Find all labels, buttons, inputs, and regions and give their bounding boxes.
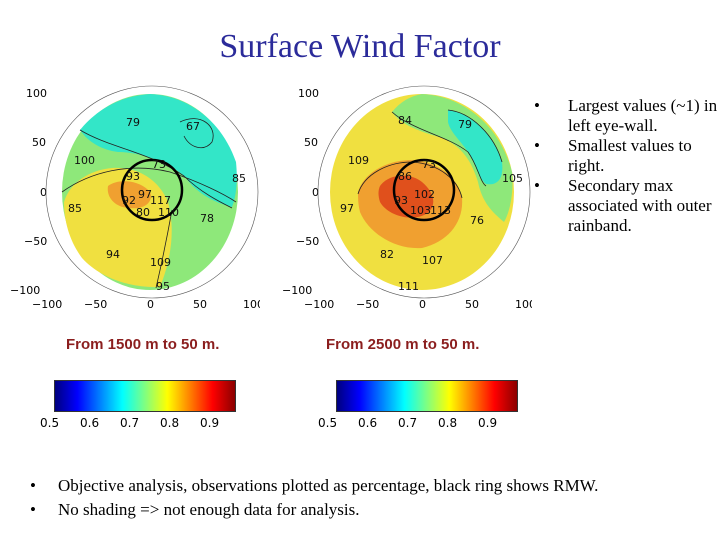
observation-value: 97 [138, 188, 152, 201]
observation-value: 95 [156, 280, 170, 293]
colorbar-tick: 0.9 [200, 416, 220, 430]
caption-1500m: From 1500 m to 50 m. [66, 336, 220, 353]
colorbar-tick: 0.7 [120, 416, 140, 430]
x-tick-100: 100 [515, 298, 532, 311]
outer-range-ring [45, 85, 259, 299]
colorbar-tick: 0.9 [478, 416, 498, 430]
bullet-icon: • [30, 476, 36, 495]
observation-value: 73 [422, 158, 436, 171]
colorbar-tick: 0.8 [438, 416, 458, 430]
cyan-region [80, 94, 237, 207]
observation-value: 79 [126, 116, 140, 129]
observation-value: 73 [152, 158, 166, 171]
observation-value: 110 [158, 206, 179, 219]
observation-value: 80 [136, 206, 150, 219]
contour-line [61, 167, 237, 203]
observation-value: 86 [398, 170, 412, 183]
observation-value: 93 [394, 194, 408, 207]
observation-value: 102 [414, 188, 435, 201]
observation-value: 85 [232, 172, 246, 185]
rmw-ring [392, 158, 456, 222]
observation-value: 85 [68, 202, 82, 215]
x-tick-50: 50 [465, 298, 479, 311]
bottom-bullet-list: • Objective analysis, observations plotte… [30, 474, 720, 522]
y-tick-0: 0 [312, 186, 319, 199]
observation-value: 111 [398, 280, 419, 293]
observation-value: 97 [340, 202, 354, 215]
y-tick-0: 0 [40, 186, 47, 199]
colorbar-tick: 0.5 [318, 416, 338, 430]
x-tick-neg50: −50 [84, 298, 107, 311]
wind-factor-plot-1500m: 100 50 0 −50 −100 −100 −50 0 50 100 79 6… [0, 82, 260, 312]
colorbar-tick: 0.5 [40, 416, 60, 430]
colorbar-ticks-left: 0.5 0.6 0.7 0.8 0.9 [40, 416, 260, 432]
left-plot-svg: 100 50 0 −50 −100 −100 −50 0 50 100 79 6… [10, 85, 260, 311]
colorbar-left [54, 380, 236, 412]
y-tick-neg50: −50 [24, 235, 47, 248]
bottom-bullet: • No shading => not enough data for analy… [30, 498, 720, 522]
observation-value: 93 [126, 170, 140, 183]
y-tick-100: 100 [298, 87, 319, 100]
bullet-icon: • [534, 96, 540, 115]
y-tick-50: 50 [304, 136, 318, 149]
caption-2500m: From 2500 m to 50 m. [326, 336, 480, 353]
colorbar-tick: 0.6 [80, 416, 100, 430]
observation-value: 82 [380, 248, 394, 261]
observation-value: 94 [106, 248, 120, 261]
observation-value: 113 [430, 204, 451, 217]
x-tick-neg50: −50 [356, 298, 379, 311]
side-bullet-list: • Largest values (~1) in left eye-wall. •… [534, 96, 720, 236]
observation-value: 105 [502, 172, 523, 185]
contour-line [447, 109, 503, 163]
side-bullet: • Secondary max associated with outer rai… [534, 176, 712, 235]
observation-value: 100 [74, 154, 95, 167]
outer-range-ring [317, 85, 531, 299]
observation-value: 78 [200, 212, 214, 225]
slide-title: Surface Wind Factor [219, 28, 501, 65]
y-tick-50: 50 [32, 136, 46, 149]
side-bullet: • Largest values (~1) in left eye-wall. [534, 96, 718, 135]
y-tick-neg50: −50 [296, 235, 319, 248]
colorbar-tick: 0.7 [398, 416, 418, 430]
bullet-icon: • [30, 500, 36, 519]
x-tick-100: 100 [243, 298, 260, 311]
x-tick-0: 0 [419, 298, 426, 311]
observation-value: 107 [422, 254, 443, 267]
x-tick-50: 50 [193, 298, 207, 311]
colorbar-right [336, 380, 518, 412]
y-tick-100: 100 [26, 87, 47, 100]
red-core [378, 175, 434, 218]
rmw-ring [120, 158, 184, 222]
bullet-icon: • [534, 176, 540, 195]
observation-value: 67 [186, 120, 200, 133]
right-plot-svg: 100 50 0 −50 −100 −100 −50 0 50 100 84 7… [282, 85, 532, 311]
y-tick-neg100: −100 [282, 284, 312, 297]
contour-line [79, 129, 233, 209]
bullet-icon: • [534, 136, 540, 155]
colorbar-ticks-right: 0.5 0.6 0.7 0.8 0.9 [318, 416, 538, 432]
observation-value: 84 [398, 114, 412, 127]
side-bullet: • Smallest values to right. [534, 136, 692, 175]
observation-value: 109 [348, 154, 369, 167]
x-tick-neg100: −100 [32, 298, 62, 311]
cyan-region [448, 110, 503, 185]
contour-line [391, 111, 487, 187]
green-region [392, 94, 513, 222]
observation-value: 76 [470, 214, 484, 227]
observation-value: 79 [458, 118, 472, 131]
colorbar-tick: 0.6 [358, 416, 378, 430]
x-tick-0: 0 [147, 298, 154, 311]
observation-value: 109 [150, 256, 171, 269]
observation-value: 92 [122, 194, 136, 207]
observation-value: 117 [150, 194, 171, 207]
contour-line [155, 209, 173, 289]
orange-core [107, 181, 151, 209]
x-tick-neg100: −100 [304, 298, 334, 311]
bottom-bullet: • Objective analysis, observations plotte… [30, 474, 720, 498]
y-tick-neg100: −100 [10, 284, 40, 297]
colorbar-tick: 0.8 [160, 416, 180, 430]
wind-factor-plot-2500m: 100 50 0 −50 −100 −100 −50 0 50 100 84 7… [272, 82, 532, 312]
observation-value: 103 [410, 204, 431, 217]
